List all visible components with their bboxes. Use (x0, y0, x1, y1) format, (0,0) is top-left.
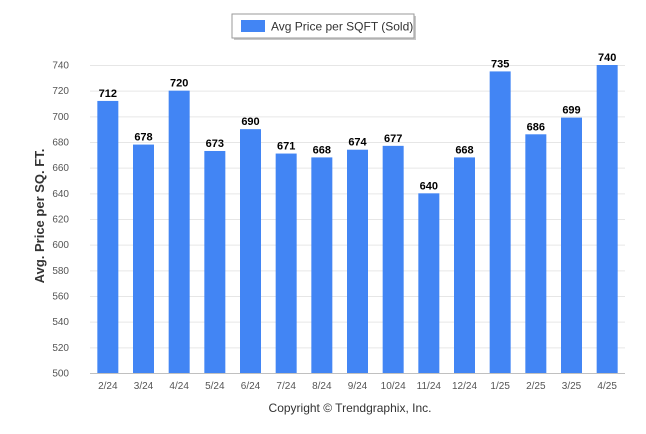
x-axis-ticks: 2/24 3/24 4/24 5/24 6/24 7/24 8/24 9/24 10/24 11/… (98, 381, 617, 392)
legend: Avg Price per SQFT (Sold) (231, 13, 416, 40)
data-label: 740 (598, 52, 616, 64)
y-tick-label: 540 (52, 317, 69, 328)
data-label: 690 (241, 116, 259, 128)
bar (347, 149, 368, 373)
bar (561, 117, 582, 373)
y-tick-label: 600 (52, 240, 69, 251)
y-tick-label: 620 (52, 215, 69, 226)
data-label: 671 (277, 141, 295, 153)
bar (97, 100, 119, 373)
y-tick-label: 720 (52, 86, 69, 97)
legend-swatch (241, 20, 265, 32)
bar (596, 65, 618, 373)
bar (240, 129, 261, 373)
y-tick-label: 560 (52, 292, 69, 303)
data-label: 686 (527, 121, 545, 133)
y-tick-label: 640 (52, 189, 69, 200)
x-tick-label: 9/24 (348, 381, 368, 392)
data-label: 674 (348, 137, 367, 149)
x-tick-label: 11/24 (417, 381, 442, 392)
data-label: 735 (491, 58, 509, 70)
data-labels: 712 678 720 673 690 671 668 674 677 640 668 735 686 6… (99, 52, 617, 192)
legend-label: Avg Price per SQFT (Sold) (271, 20, 413, 34)
x-tick-label: 6/24 (241, 381, 261, 392)
bars (97, 65, 618, 374)
y-tick-label: 580 (52, 266, 69, 277)
x-tick-label: 3/24 (134, 381, 154, 392)
data-label: 673 (206, 138, 224, 150)
x-tick-label: 1/25 (490, 381, 510, 392)
y-tick-label: 680 (52, 138, 69, 149)
x-tick-label: 2/25 (526, 381, 546, 392)
y-tick-label: 700 (52, 112, 69, 123)
y-tick-label: 500 (52, 369, 69, 380)
bar (489, 71, 511, 374)
data-label: 720 (170, 78, 188, 90)
data-label: 712 (99, 88, 117, 100)
copyright-credit: Copyright © Trendgraphix, Inc. (269, 401, 432, 415)
bar (311, 157, 333, 373)
x-tick-label: 4/25 (597, 381, 617, 392)
y-axis-title: Avg. Price per SQ. FT. (32, 149, 47, 284)
data-label: 678 (134, 132, 152, 144)
y-axis-ticks: 500 520 540 560 580 600 620 640 660 680 700 720 740 (52, 61, 69, 380)
y-tick-label: 740 (52, 61, 69, 72)
x-tick-label: 5/24 (205, 381, 225, 392)
data-label: 668 (455, 144, 473, 156)
x-tick-label: 10/24 (381, 381, 406, 392)
data-label: 640 (420, 180, 438, 192)
data-label: 677 (384, 133, 402, 145)
y-tick-label: 660 (52, 163, 69, 174)
x-tick-label: 2/24 (98, 381, 118, 392)
bar (133, 144, 154, 373)
bar (418, 193, 440, 373)
bar (275, 153, 297, 373)
bar (382, 145, 404, 373)
bar (525, 134, 547, 373)
x-tick-label: 12/24 (452, 381, 477, 392)
y-tick-label: 520 (52, 343, 69, 354)
data-label: 668 (313, 144, 331, 156)
x-tick-label: 7/24 (276, 381, 296, 392)
x-tick-label: 4/24 (169, 381, 189, 392)
data-label: 699 (562, 105, 580, 117)
x-tick-label: 8/24 (312, 381, 332, 392)
x-tick-label: 3/25 (562, 381, 582, 392)
bar (204, 150, 226, 373)
bar (454, 157, 475, 373)
bar (168, 90, 190, 374)
